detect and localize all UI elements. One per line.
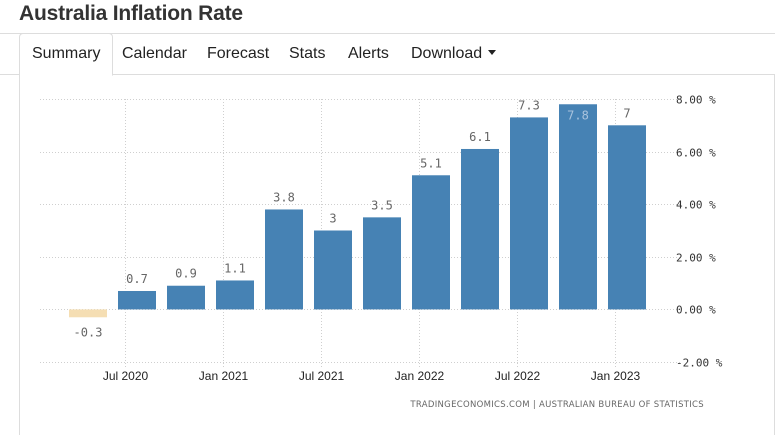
bar	[118, 290, 156, 310]
data-label: 0.9	[175, 267, 197, 281]
tab-stats[interactable]: Stats	[289, 45, 326, 62]
bar	[608, 125, 646, 310]
data-label-layer: -0.3 0.7 0.9 1.1 3.8 3 3.5 5.1 6.1 7.3 7.8 7	[74, 98, 631, 339]
tab-forecast[interactable]: Forecast	[207, 45, 270, 62]
tab-calendar[interactable]: Calendar	[122, 45, 187, 62]
tab-alerts[interactable]: Alerts	[348, 45, 389, 62]
tab-bar: Summary Calendar Forecast Stats Alerts D…	[0, 33, 775, 76]
x-tick-label: Jan 2023	[591, 369, 641, 383]
bar	[314, 230, 352, 310]
data-label: 7.3	[518, 98, 540, 112]
x-tick-label: Jan 2021	[199, 369, 249, 383]
data-label: 5.1	[420, 156, 442, 170]
axis-layer: 8.00 % 6.00 % 4.00 % 2.00 % 0.00 % -2.00 % Jul…	[103, 94, 723, 384]
x-tick-label: Jul 2020	[103, 369, 149, 383]
y-tick-label: 4.00 %	[676, 199, 716, 212]
data-label: 0.7	[126, 272, 148, 286]
x-tick-label: Jan 2022	[395, 369, 445, 383]
bar	[559, 104, 597, 310]
y-tick-label: 0.00 %	[676, 304, 716, 317]
bar	[167, 285, 205, 310]
caret-down-icon	[488, 50, 497, 55]
y-tick-label: 8.00 %	[676, 94, 716, 107]
tab-summary[interactable]: Summary	[19, 33, 114, 76]
y-tick-label: 6.00 %	[676, 147, 716, 160]
tab-download[interactable]: Download	[411, 34, 497, 75]
bar-layer	[69, 104, 646, 318]
data-label: -0.3	[74, 325, 103, 339]
bar	[216, 280, 254, 310]
data-label: 1.1	[224, 261, 246, 275]
data-label: 3.5	[371, 198, 393, 212]
bar	[363, 217, 401, 310]
x-tick-label: Jul 2022	[495, 369, 541, 383]
data-label: 6.1	[469, 130, 491, 144]
data-label: 7	[623, 106, 630, 120]
bar	[461, 148, 499, 310]
y-tick-label: 2.00 %	[676, 252, 716, 265]
bar	[510, 117, 548, 310]
y-tick-label: -2.00 %	[676, 357, 723, 370]
bar	[265, 209, 303, 310]
data-label: 3.8	[273, 190, 295, 204]
bar	[412, 175, 450, 310]
data-label: 3	[329, 212, 336, 226]
chart-source-credit: TRADINGECONOMICS.COM | AUSTRALIAN BUREAU…	[409, 400, 704, 410]
bar	[69, 309, 107, 318]
tab-download-label: Download	[411, 45, 483, 62]
page-title: Australia Inflation Rate	[19, 2, 243, 25]
data-label: 7.8	[567, 108, 589, 122]
x-tick-label: Jul 2021	[299, 369, 345, 383]
